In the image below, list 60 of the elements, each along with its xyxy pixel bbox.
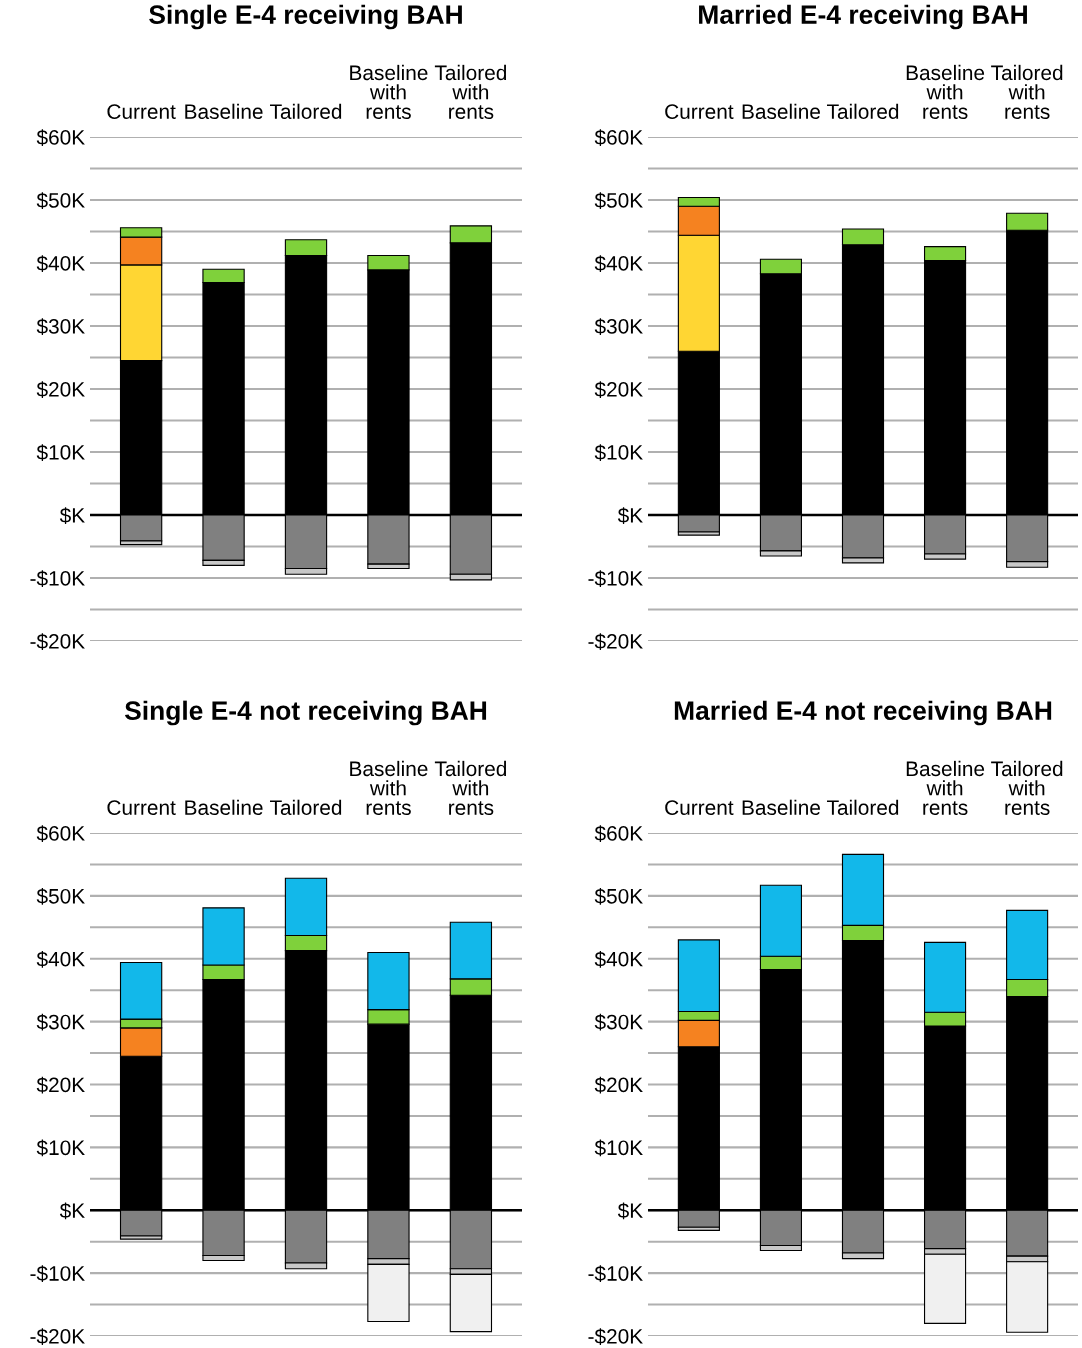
x-tick-label: Tailored — [827, 103, 899, 119]
y-tick-label: $40K — [36, 255, 85, 272]
y-tick-label: $30K — [36, 318, 85, 335]
y-tick-label: -$20K — [30, 633, 85, 650]
y-tick-label: $30K — [594, 1013, 643, 1031]
y-tick-label: -$10K — [588, 1265, 643, 1283]
y-tick-label: $10K — [594, 1139, 643, 1157]
y-tick-label: $60K — [36, 129, 85, 146]
x-tick-label: Baseline — [742, 799, 820, 815]
y-tick-label: $20K — [36, 1076, 85, 1094]
x-tick-label: Tailored — [270, 103, 342, 119]
chart-title: Single E-4 not receiving BAH — [124, 700, 487, 726]
x-tick-label: Baseline — [185, 103, 263, 119]
x-tick-label: Tailored with rents — [434, 64, 507, 119]
x-tick-label: Baseline with rents — [906, 64, 985, 119]
x-tick-label: Current — [107, 800, 176, 815]
x-tick-label: Baseline with rents — [906, 760, 985, 815]
y-tick-label: -$20K — [588, 1328, 643, 1345]
y-tick-label: $K — [59, 1202, 85, 1220]
x-tick-label: Tailored with rents — [434, 760, 507, 815]
y-tick-label: $30K — [594, 318, 643, 335]
y-tick-label: $10K — [36, 444, 85, 461]
y-tick-label: $10K — [36, 1139, 85, 1157]
y-tick-label: $60K — [36, 825, 85, 842]
x-tick-label: Baseline — [742, 103, 820, 119]
x-tick-label: Tailored with rents — [991, 760, 1063, 815]
y-tick-label: $50K — [594, 888, 643, 905]
y-tick-label: $60K — [594, 129, 643, 146]
y-tick-label: $20K — [36, 381, 85, 398]
y-tick-label: $K — [617, 507, 643, 524]
y-tick-label: -$10K — [30, 1265, 85, 1283]
x-tick-label: Tailored — [270, 799, 342, 815]
y-tick-label: -$10K — [30, 570, 85, 587]
y-tick-label: $60K — [594, 825, 643, 842]
chart-title: Married E-4 not receiving BAH — [674, 700, 1052, 726]
y-tick-label: $10K — [594, 444, 643, 461]
y-tick-label: $50K — [594, 192, 643, 209]
y-tick-label: $50K — [36, 888, 85, 905]
x-tick-label: Current — [665, 800, 734, 815]
y-tick-label: $50K — [36, 192, 85, 209]
y-tick-label: $40K — [594, 255, 643, 272]
chart-title: Single E-4 receiving BAH — [149, 4, 462, 30]
y-tick-label: $30K — [36, 1013, 85, 1031]
y-tick-label: $20K — [594, 1076, 643, 1094]
x-tick-label: Current — [107, 104, 176, 119]
x-tick-label: Tailored with rents — [991, 64, 1063, 119]
x-tick-label: Baseline — [185, 799, 263, 815]
y-tick-label: -$20K — [588, 633, 643, 650]
y-tick-label: -$20K — [30, 1328, 85, 1345]
x-tick-label: Tailored — [827, 799, 899, 815]
y-tick-label: $40K — [594, 950, 643, 968]
chart-title: Married E-4 receiving BAH — [699, 4, 1027, 30]
x-tick-label: Current — [665, 104, 734, 119]
y-tick-label: $K — [59, 507, 85, 524]
y-tick-label: $40K — [36, 950, 85, 968]
y-tick-label: -$10K — [588, 570, 643, 587]
x-tick-label: Baseline with rents — [350, 64, 428, 119]
x-tick-label: Baseline with rents — [350, 760, 428, 815]
y-tick-label: $K — [617, 1202, 643, 1220]
y-tick-label: $20K — [594, 381, 643, 398]
